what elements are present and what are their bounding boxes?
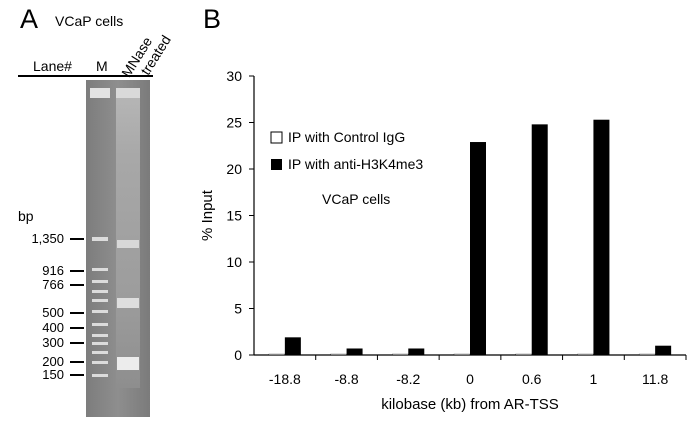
marker-150-label: 150 xyxy=(42,367,64,382)
marker-1350-label: 1,350 xyxy=(31,231,64,246)
chart-cell-label: VCaP cells xyxy=(322,191,391,207)
nucleosome-band-3 xyxy=(117,240,139,248)
y-axis-label: % Input xyxy=(199,189,216,241)
marker-766-tick xyxy=(70,284,84,286)
legend-label-control-igg: IP with Control IgG xyxy=(288,129,405,145)
gel-image xyxy=(86,80,150,417)
x-tick-label: -18.8 xyxy=(269,371,301,387)
x-tick-label: -8.2 xyxy=(396,371,420,387)
marker-400-tick xyxy=(70,327,84,329)
nucleosome-band-2 xyxy=(117,298,139,308)
marker-1350-tick xyxy=(70,238,84,240)
bar-control-igg xyxy=(577,353,594,356)
x-tick-label: 0 xyxy=(466,371,474,387)
lane-m-label: M xyxy=(96,58,108,74)
y-tick-label: 0 xyxy=(234,347,242,363)
legend-label-anti-h3k4me3: IP with anti-H3K4me3 xyxy=(288,156,423,172)
legend-swatch-control-igg xyxy=(270,131,283,144)
nucleosome-band-1 xyxy=(117,357,139,370)
marker-916-label: 916 xyxy=(42,263,64,278)
marker-766-label: 766 xyxy=(42,277,64,292)
y-tick-label: 10 xyxy=(226,254,242,270)
y-tick-label: 25 xyxy=(226,115,242,131)
panel-a-title: VCaP cells xyxy=(55,13,124,29)
bar-control-igg xyxy=(330,353,347,356)
x-tick-label: 11.8 xyxy=(642,371,668,387)
x-tick-label: -8.8 xyxy=(335,371,359,387)
legend-swatch-anti-h3k4me3 xyxy=(271,159,282,170)
well-mnase xyxy=(116,88,140,98)
y-tick-label: 5 xyxy=(234,301,242,317)
panel-a-letter: A xyxy=(20,4,39,34)
marker-400-label: 400 xyxy=(42,320,64,335)
marker-500-tick xyxy=(70,312,84,314)
y-tick-label: 15 xyxy=(226,208,242,224)
marker-150-tick xyxy=(70,374,84,376)
bar-anti-h3k4me3 xyxy=(655,345,672,355)
bar-anti-h3k4me3 xyxy=(284,337,301,355)
x-axis-label: kilobase (kb) from AR-TSS xyxy=(381,396,559,413)
lane-header-rule xyxy=(18,75,153,77)
marker-200-label: 200 xyxy=(42,354,64,369)
bar-control-igg xyxy=(638,353,656,356)
x-tick-label: 0.6 xyxy=(522,371,542,387)
bar-anti-h3k4me3 xyxy=(470,142,486,355)
x-tick-label: 1 xyxy=(590,371,598,387)
bar-control-igg xyxy=(268,353,286,356)
lane-header: Lane# xyxy=(33,58,72,74)
ladder-bands xyxy=(92,237,108,377)
y-tick-label: 20 xyxy=(226,161,242,177)
bar-anti-h3k4me3 xyxy=(593,119,610,356)
well-m xyxy=(90,88,110,98)
bp-unit-label: bp xyxy=(18,208,34,224)
marker-200-tick xyxy=(70,361,84,363)
gel-bands xyxy=(90,88,140,388)
marker-916-tick xyxy=(70,270,84,272)
bar-anti-h3k4me3 xyxy=(408,348,425,355)
panel-b-letter: B xyxy=(203,4,222,34)
marker-300-tick xyxy=(70,342,84,344)
bar-control-igg xyxy=(392,353,409,356)
bar-anti-h3k4me3 xyxy=(346,348,363,355)
y-tick-label: 30 xyxy=(226,68,242,84)
marker-300-label: 300 xyxy=(42,335,64,350)
bar-anti-h3k4me3 xyxy=(531,124,548,355)
bar-control-igg xyxy=(515,353,532,356)
bar-control-igg xyxy=(453,353,471,356)
marker-500-label: 500 xyxy=(42,305,64,320)
